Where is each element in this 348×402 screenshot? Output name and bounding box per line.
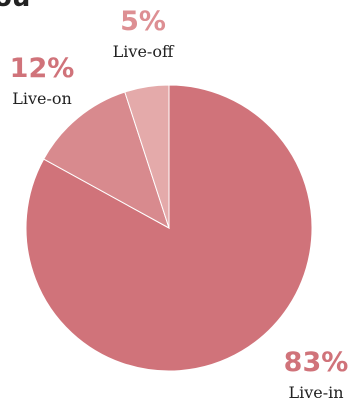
pie-labels: 83% Live-in 12% Live-on 5% Live-off xyxy=(10,6,348,402)
slice-percent-label-live-off: 5% xyxy=(120,6,166,37)
pie-slices xyxy=(25,84,313,372)
slice-percent-label-live-in: 83% xyxy=(284,347,348,378)
pie-slice-live-off xyxy=(124,84,170,229)
slice-percent-label-live-on: 12% xyxy=(10,53,75,84)
slice-category-label-live-in: Live-in xyxy=(288,383,343,402)
cut-off-title-text: ou xyxy=(0,0,30,13)
pie-slice-live-on xyxy=(43,91,170,230)
slice-category-label-live-on: Live-on xyxy=(12,89,72,108)
slice-category-label-live-off: Live-off xyxy=(113,42,175,61)
